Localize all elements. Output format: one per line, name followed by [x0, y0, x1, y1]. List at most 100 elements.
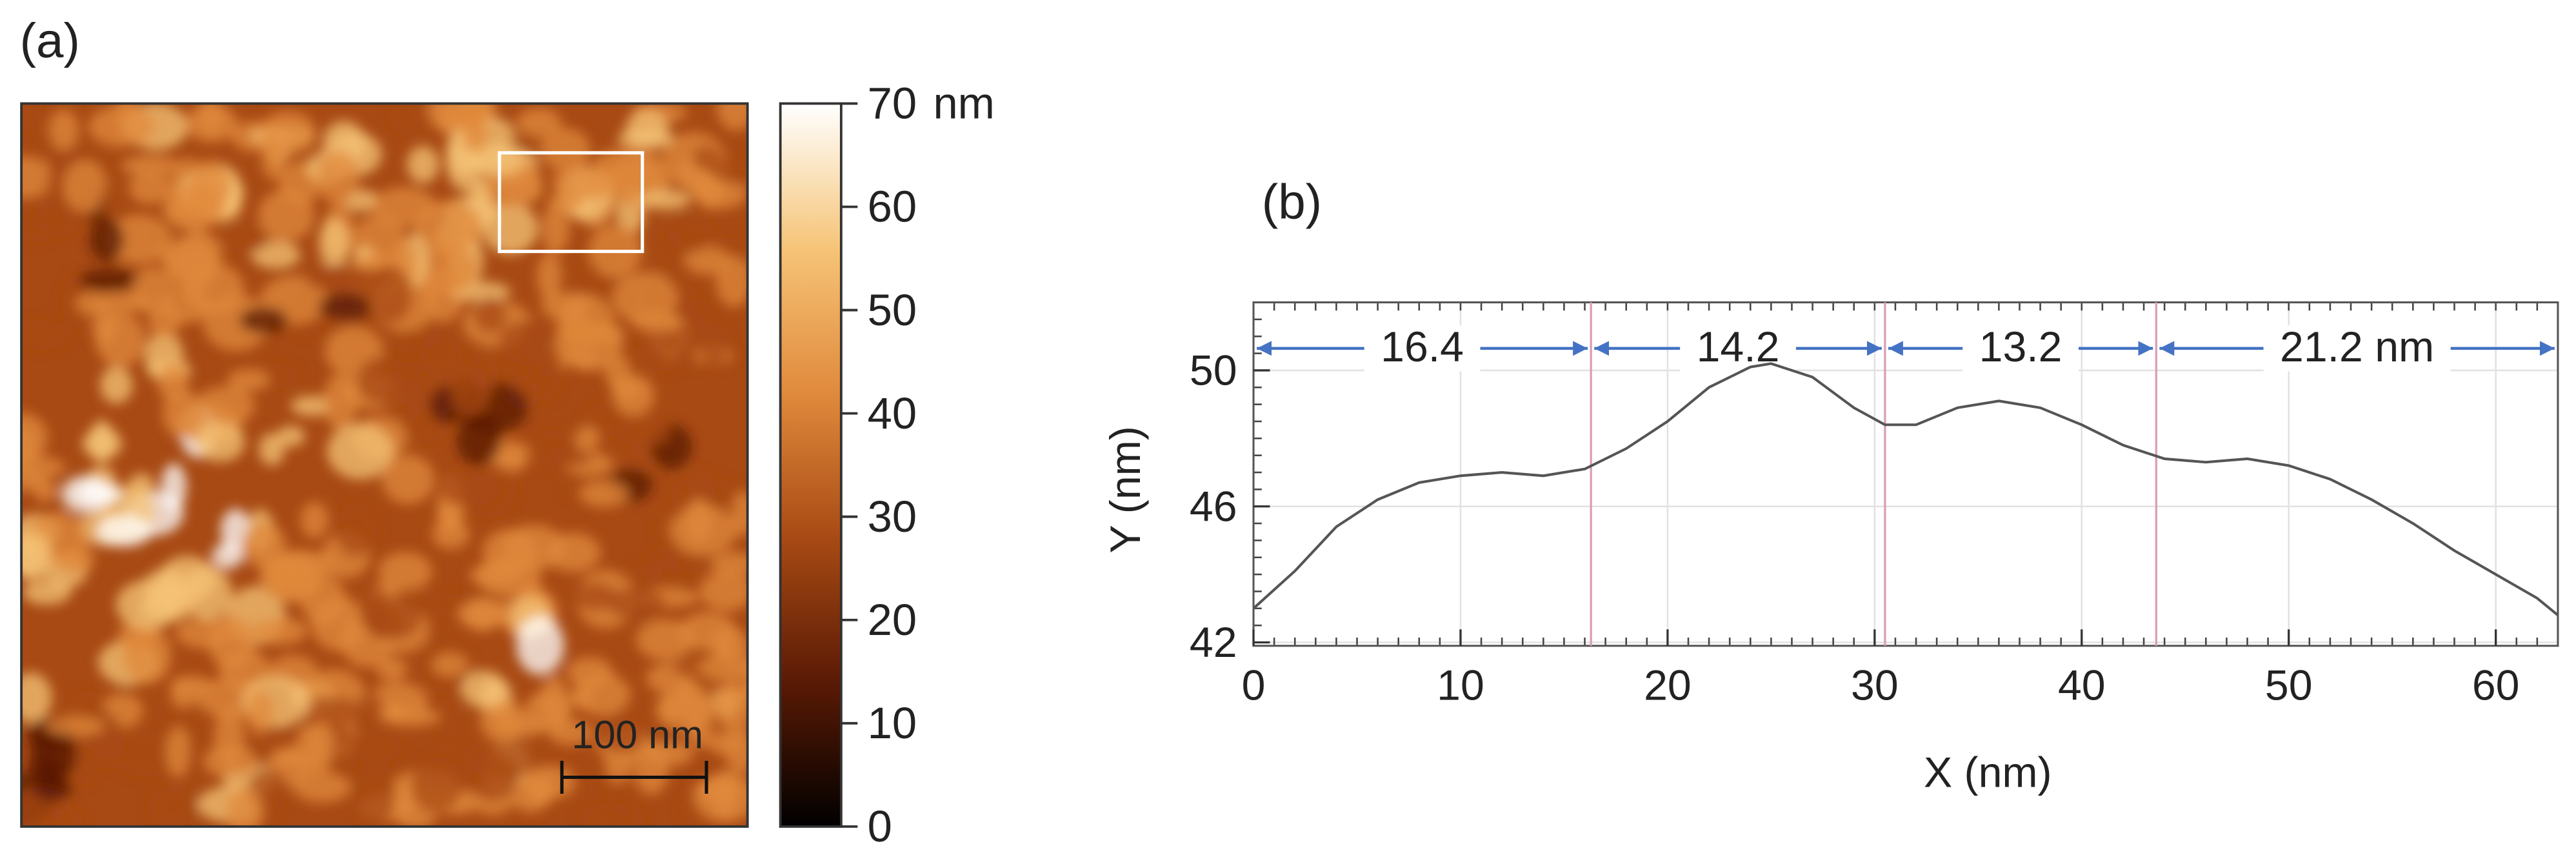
grain: [534, 429, 576, 469]
grain: [195, 422, 245, 462]
grain: [699, 570, 748, 612]
grain: [106, 214, 172, 265]
scale-bar-label: 100 nm: [572, 713, 703, 757]
x-tick-label: 10: [1437, 661, 1484, 709]
image-frame: [20, 102, 749, 828]
grain: [376, 656, 408, 681]
grain: [350, 731, 403, 763]
grain: [684, 246, 730, 275]
grain: [710, 551, 748, 577]
grain: [157, 363, 189, 402]
x-tick-label: 40: [2058, 661, 2106, 709]
grain: [462, 115, 489, 154]
grain: [432, 518, 470, 550]
grain: [21, 672, 52, 723]
grain: [594, 148, 661, 176]
grain: [203, 294, 269, 352]
grain: [439, 473, 500, 508]
x-axis-label: X (nm): [1924, 749, 2052, 796]
colorbar-axis: 0 10 20 30 40 50 60 70 nm: [841, 79, 995, 851]
dimension-label-bg: [2263, 325, 2451, 372]
grain: [21, 218, 52, 243]
grain: [129, 171, 172, 205]
grain: [132, 267, 173, 314]
grain: [170, 681, 199, 709]
grain: [252, 617, 308, 646]
grain: [352, 765, 399, 821]
grain: [21, 530, 53, 581]
colorbar-tick-label: 50: [868, 285, 917, 335]
grain: [679, 299, 711, 321]
grain: [300, 502, 328, 538]
colorbar-tick-label: 60: [868, 182, 917, 232]
grain: [414, 244, 479, 296]
grain: [474, 297, 507, 334]
grain: [301, 575, 347, 626]
grain: [617, 128, 675, 150]
grain: [450, 365, 490, 416]
grain: [59, 545, 95, 574]
grain: [161, 463, 187, 510]
grain: [537, 252, 562, 300]
grain: [381, 454, 435, 505]
grain: [212, 543, 243, 569]
colorbar-tick-label: 10: [868, 698, 917, 748]
dimension-label-bg: [1680, 325, 1796, 372]
grain: [608, 779, 638, 816]
grain: [251, 241, 301, 269]
grain: [631, 311, 680, 332]
grain: [319, 217, 350, 270]
colorbar-tick-label: 20: [868, 595, 917, 645]
grain: [679, 612, 737, 651]
dimension-label: 16.4: [1381, 323, 1464, 371]
grain: [63, 160, 107, 213]
grain: [470, 562, 524, 587]
grain: [88, 105, 154, 147]
grain: [261, 137, 285, 180]
grain: [208, 615, 256, 670]
colorbar-tick-label: 0: [868, 801, 892, 851]
grain: [128, 473, 155, 499]
grain: [214, 706, 245, 765]
grain: [685, 498, 713, 543]
grain: [432, 652, 468, 677]
grain: [406, 146, 439, 183]
grain: [554, 320, 623, 370]
grain: [527, 353, 561, 401]
y-tick-label: 42: [1190, 619, 1237, 667]
grain: [315, 266, 355, 292]
grain: [694, 778, 742, 802]
colorbar: [779, 102, 843, 828]
dimension-label: 21.2 nm: [2280, 323, 2434, 371]
grain: [185, 105, 239, 143]
colorbar-tick-label: 40: [868, 388, 917, 438]
image-blobs: [21, 103, 748, 827]
grain: [226, 368, 270, 392]
grain: [28, 755, 65, 778]
grain: [465, 752, 519, 801]
grain: [318, 292, 376, 321]
grain: [21, 412, 48, 464]
grain: [658, 550, 712, 572]
grain: [21, 456, 66, 479]
grain: [294, 724, 324, 776]
grain: [222, 224, 269, 254]
grain: [71, 739, 96, 785]
grain: [326, 423, 395, 479]
y-axis-label: Y (nm): [1102, 426, 1150, 553]
grain: [515, 616, 564, 675]
grain: [21, 156, 55, 199]
dimension-label-bg: [1364, 325, 1481, 372]
grain: [296, 696, 362, 726]
plot-frame: [1252, 301, 2559, 647]
grain: [115, 579, 180, 630]
x-tick-label: 50: [2265, 661, 2313, 709]
grain: [293, 771, 351, 803]
grain: [686, 689, 713, 748]
grain: [165, 726, 191, 778]
grain: [699, 323, 729, 368]
grain: [698, 654, 748, 681]
colorbar-tick-label: 30: [868, 492, 917, 541]
grain: [656, 693, 689, 720]
afm-image: [21, 103, 748, 827]
